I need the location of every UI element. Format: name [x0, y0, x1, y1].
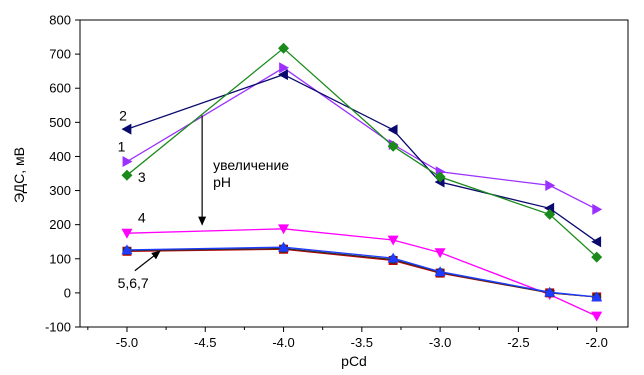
series-line-3: [126, 47, 598, 258]
y-axis-title: ЭДС, мВ: [11, 147, 27, 203]
data-point-2: [591, 236, 602, 248]
data-point-2: [278, 69, 288, 81]
data-point-1: [592, 203, 603, 215]
annotation-label: 3: [138, 169, 146, 185]
data-point-3: [121, 169, 133, 181]
annotation-arrow: [134, 250, 161, 272]
data-point-4: [434, 248, 446, 259]
data-point-4: [121, 228, 133, 239]
data-point-7: [544, 286, 556, 297]
x-tick-label: -3.5: [351, 335, 373, 350]
series-6: [122, 244, 602, 302]
data-point-3: [278, 42, 290, 54]
y-tick-label: 400: [49, 149, 71, 164]
data-point-7: [278, 241, 290, 252]
y-axis: -100 0 100 200 300 400 500 600 700 800: [45, 13, 80, 335]
data-point-3: [544, 208, 556, 220]
data-point-2: [387, 124, 398, 136]
data-point-4: [278, 224, 290, 235]
data-point-3: [591, 251, 603, 263]
y-tick-label: 500: [49, 115, 71, 130]
y-tick-label: 0: [64, 285, 71, 300]
data-point-7: [121, 244, 133, 255]
data-point-7: [387, 252, 399, 263]
x-tick-label: -2.5: [507, 335, 529, 350]
annotation-label: увеличение: [213, 157, 289, 173]
data-point-4: [591, 311, 603, 322]
data-point-4: [387, 235, 399, 246]
x-tick-label: -4.0: [272, 335, 294, 350]
annotation-label: 5,6,7: [118, 275, 149, 291]
y-tick-label: 800: [49, 13, 71, 28]
annotation-label: pH: [213, 174, 231, 190]
y-tick-label: 700: [49, 47, 71, 62]
y-tick-label: 600: [49, 81, 71, 96]
series-layer: [121, 42, 603, 322]
x-axis-title: pCd: [341, 353, 367, 369]
series-line-6: [126, 247, 597, 298]
x-tick-label: -5.0: [116, 335, 138, 350]
plot-frame: [79, 19, 629, 328]
annotation-label: 1: [118, 138, 126, 154]
data-point-1: [545, 179, 556, 191]
data-point-1: [279, 62, 290, 74]
y-tick-label: -100: [45, 320, 71, 335]
data-point-3: [434, 171, 446, 183]
y-tick-label: 300: [49, 183, 71, 198]
x-tick-label: -3.0: [429, 335, 451, 350]
annotation-label: 2: [119, 108, 127, 124]
series-5: [122, 244, 602, 302]
series-line-1: [126, 67, 597, 210]
series-4: [121, 224, 603, 322]
series-3: [121, 42, 603, 263]
x-axis: -5.0 -4.5 -4.0 -3.5 -3.0 -2.5 -2.0: [87, 327, 608, 350]
series-line-2: [126, 73, 598, 243]
series-line-7: [126, 246, 597, 298]
data-point-1: [122, 156, 133, 168]
annotation-label: 4: [138, 209, 146, 225]
x-tick-label: -2.0: [585, 335, 607, 350]
data-point-2: [121, 123, 132, 135]
series-1: [122, 62, 603, 215]
y-tick-label: 200: [49, 217, 71, 232]
series-line-4: [126, 228, 597, 317]
series-7: [121, 241, 603, 302]
x-tick-label: -4.5: [194, 335, 216, 350]
data-point-7: [434, 266, 446, 277]
y-tick-label: 100: [49, 251, 71, 266]
data-point-3: [387, 140, 399, 152]
series-2: [121, 69, 602, 248]
data-point-7: [591, 291, 603, 302]
